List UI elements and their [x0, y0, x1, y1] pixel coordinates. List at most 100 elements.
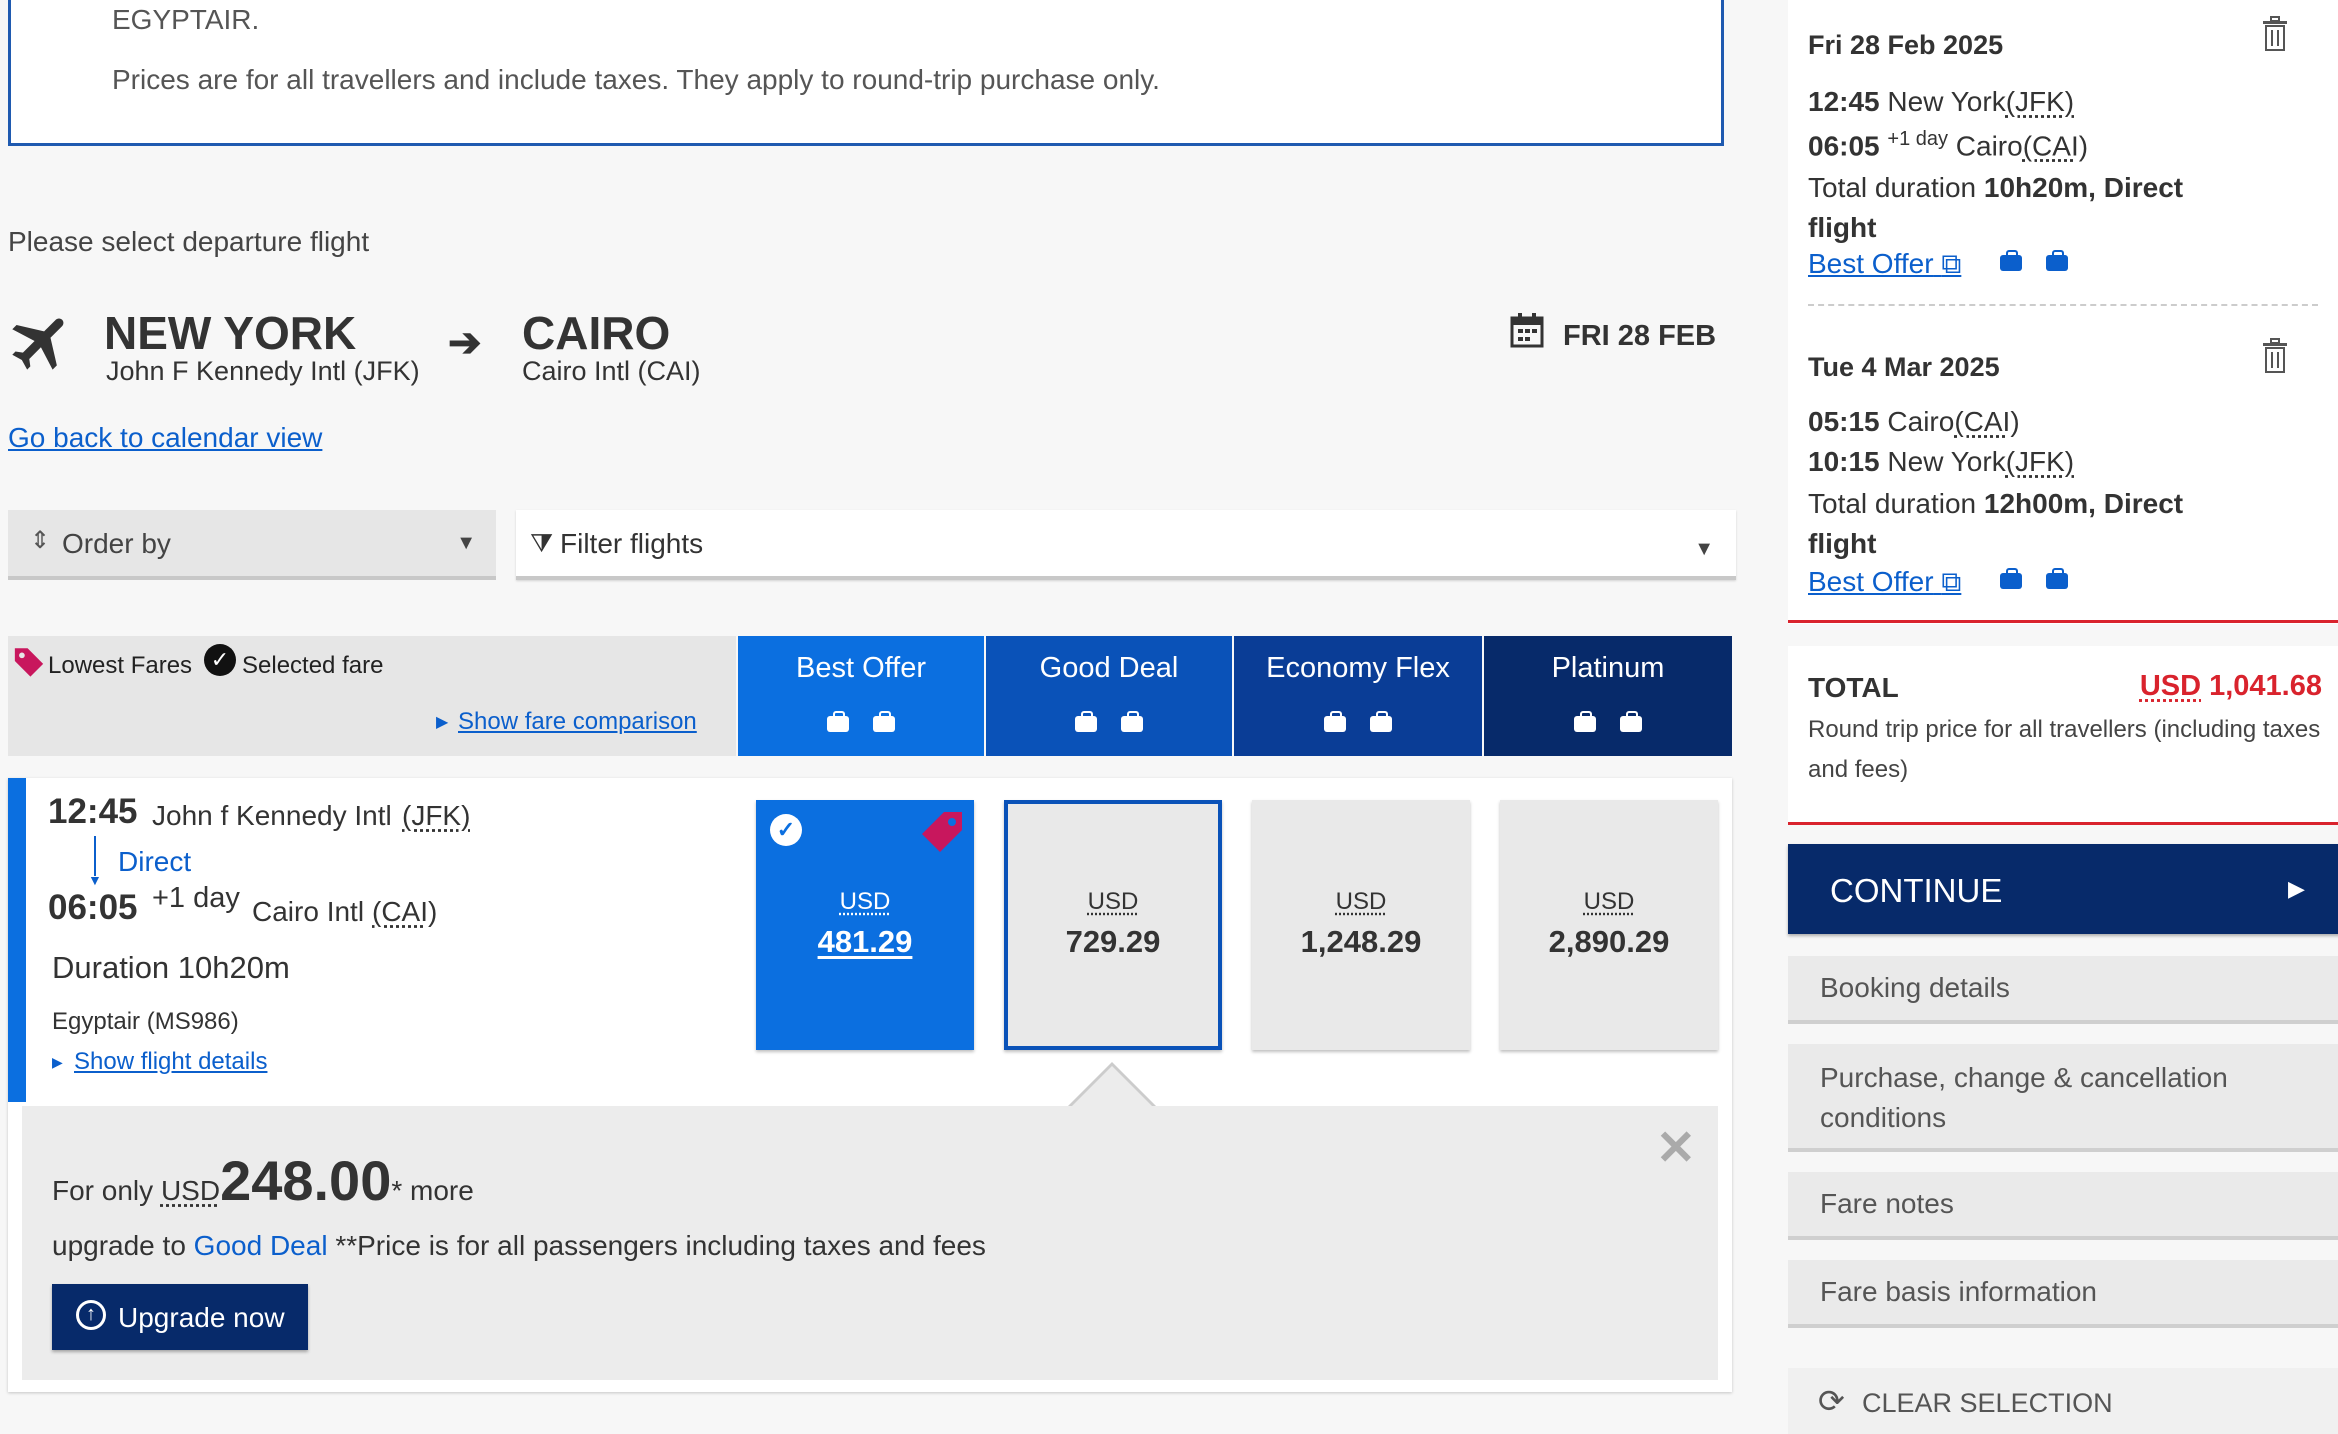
fare-basis-button[interactable]: Fare basis information: [1788, 1260, 2338, 1328]
bag-icons: [1988, 567, 2080, 590]
upgrade-now-label: Upgrade now: [118, 1302, 285, 1333]
fare-header-platinum: Platinum: [1484, 636, 1732, 756]
total-top-rule: [1788, 620, 2338, 623]
value: 10h20m, Direct: [1983, 172, 2184, 203]
booking-details-button[interactable]: Booking details: [1788, 956, 2338, 1024]
plus-day: +1 day: [152, 882, 240, 914]
fare: Best Offer: [1808, 566, 1934, 597]
plus-day: +1 day: [1887, 128, 1949, 150]
bag-icon: [873, 711, 895, 733]
price-tag-icon: [12, 644, 46, 683]
external-link-icon: ⧉: [1941, 248, 1962, 279]
fare-comparison-link[interactable]: Show fare comparison: [458, 708, 697, 735]
city: New York: [1887, 446, 2006, 477]
clear-selection-button[interactable]: ⟳ CLEAR SELECTION: [1788, 1368, 2338, 1434]
fare-header-economy-flex: Economy Flex: [1234, 636, 1482, 756]
select-prompt: Please select departure flight: [8, 226, 370, 257]
duration: Duration 10h20m: [52, 950, 290, 985]
price-amount: 481.29: [817, 924, 913, 959]
time: 06:05: [1808, 130, 1880, 162]
upsell-panel: ✕ For only USD248.00* more upgrade to Go…: [22, 1106, 1718, 1380]
order-by-label: Order by: [62, 528, 171, 559]
pointer-arrow-fill: [1070, 1066, 1154, 1108]
flight-details-link[interactable]: Show flight details: [74, 1048, 268, 1075]
chevron-down-icon: ▼: [456, 532, 476, 554]
currency: USD: [2139, 670, 2202, 702]
code: (JFK): [2005, 446, 2075, 477]
bag-icon: [1574, 711, 1596, 733]
continue-button[interactable]: CONTINUE ▶: [1788, 844, 2338, 934]
bag-icon: [2046, 567, 2068, 589]
route-date: FRI 28 FEB: [1563, 320, 1717, 352]
fare-name: Economy Flex: [1266, 652, 1450, 684]
check-circle-icon: ✓: [204, 644, 236, 676]
outbound-date: Fri 28 Feb 2025: [1808, 30, 2004, 60]
price-economy-flex[interactable]: USD 1,248.29: [1252, 800, 1470, 1050]
bag-icons: [1988, 249, 2080, 272]
calendar-view-link[interactable]: Go back to calendar view: [8, 422, 323, 453]
caret-right-icon: ▶: [2288, 876, 2305, 901]
total-label: TOTAL: [1808, 672, 1899, 703]
outbound-dep: 12:45 New York(JFK): [1808, 86, 2074, 118]
price-best-offer[interactable]: ✓ USD 481.29: [756, 800, 974, 1050]
price-currency: USD: [1335, 888, 1387, 915]
fare-notes-button[interactable]: Fare notes: [1788, 1172, 2338, 1240]
trash-icon[interactable]: [2260, 16, 2290, 57]
price-currency: USD: [1087, 888, 1139, 915]
trash-icon[interactable]: [2260, 338, 2290, 379]
price-platinum[interactable]: USD 2,890.29: [1500, 800, 1718, 1050]
arr-code: (CAI): [372, 896, 438, 927]
price-amount: 729.29: [1065, 924, 1161, 959]
arr-time: 06:05: [48, 888, 138, 927]
return-duration: Total duration 12h00m, Direct flight: [1808, 484, 2248, 564]
upgrade-now-button[interactable]: ↑ Upgrade now: [52, 1284, 308, 1350]
fare-header-good-deal: Good Deal: [986, 636, 1232, 756]
tail: flight: [1808, 212, 1877, 243]
sort-icon: ⇕: [30, 527, 51, 554]
city: Cairo: [1955, 130, 2023, 162]
price-good-deal[interactable]: USD 729.29: [1004, 800, 1222, 1050]
lowest-fares-label: Lowest Fares: [48, 652, 193, 679]
upgrade-note: **Price is for all passengers including …: [327, 1230, 986, 1261]
total-price: USD 1,041.68: [2140, 670, 2322, 703]
return-arr: 10:15 New York(JFK): [1808, 446, 2074, 478]
dep-code: (JFK): [402, 800, 471, 831]
upsell-amount: 248.00: [220, 1149, 392, 1212]
chevron-down-icon: ▼: [1694, 538, 1714, 560]
time: 05:15: [1808, 406, 1880, 437]
fare-name: Best Offer: [795, 652, 927, 684]
value: 12h00m, Direct: [1983, 488, 2184, 519]
filter-flights-select[interactable]: ⧩ Filter flights ▼: [516, 510, 1736, 580]
time: 10:15: [1808, 446, 1880, 477]
code: (JFK): [2005, 86, 2075, 117]
selected-indicator: [8, 778, 26, 1102]
return-fare-link[interactable]: Best Offer ⧉: [1808, 566, 1961, 599]
bag-icon: [1324, 711, 1346, 733]
trip-summary: Fri 28 Feb 2025 12:45 New York(JFK) 06:0…: [1788, 0, 2338, 624]
fare-name: Good Deal: [1039, 652, 1179, 684]
price-currency: USD: [839, 888, 891, 915]
code: (CAI): [1954, 406, 2020, 437]
close-icon[interactable]: ✕: [1655, 1122, 1696, 1175]
upsell-post: * more: [391, 1175, 474, 1206]
bag-icon: [1370, 711, 1392, 733]
calendar-icon: [1510, 312, 1544, 353]
bag-icon: [1075, 711, 1097, 733]
bag-icon: [2000, 567, 2022, 589]
fare-legend: Lowest Fares ✓ Selected fare ▶ Show fare…: [8, 636, 736, 756]
price-amount: 2,890.29: [1548, 924, 1670, 959]
fare-name: Platinum: [1551, 652, 1665, 684]
fare-info-box: EGYPTAIR. Prices are for all travellers …: [8, 0, 1724, 146]
conditions-button[interactable]: Purchase, change & cancellation conditio…: [1788, 1044, 2338, 1152]
outbound-fare-link[interactable]: Best Offer ⧉: [1808, 248, 1961, 281]
refresh-icon: ⟳: [1818, 1383, 1845, 1419]
arr-airport: Cairo Intl: [252, 896, 365, 927]
total-panel: TOTAL USD 1,041.68 Round trip price for …: [1788, 646, 2338, 824]
arrow-up-circle-icon: ↑: [76, 1300, 106, 1330]
upgrade-fare-name: Good Deal: [193, 1230, 328, 1261]
upsell-currency: USD: [160, 1175, 221, 1206]
order-by-select[interactable]: ⇕ Order by ▼: [8, 510, 496, 580]
plane-icon: [6, 306, 78, 383]
return-dep: 05:15 Cairo(CAI): [1808, 406, 2020, 438]
caret-right-icon: ▶: [436, 714, 449, 731]
